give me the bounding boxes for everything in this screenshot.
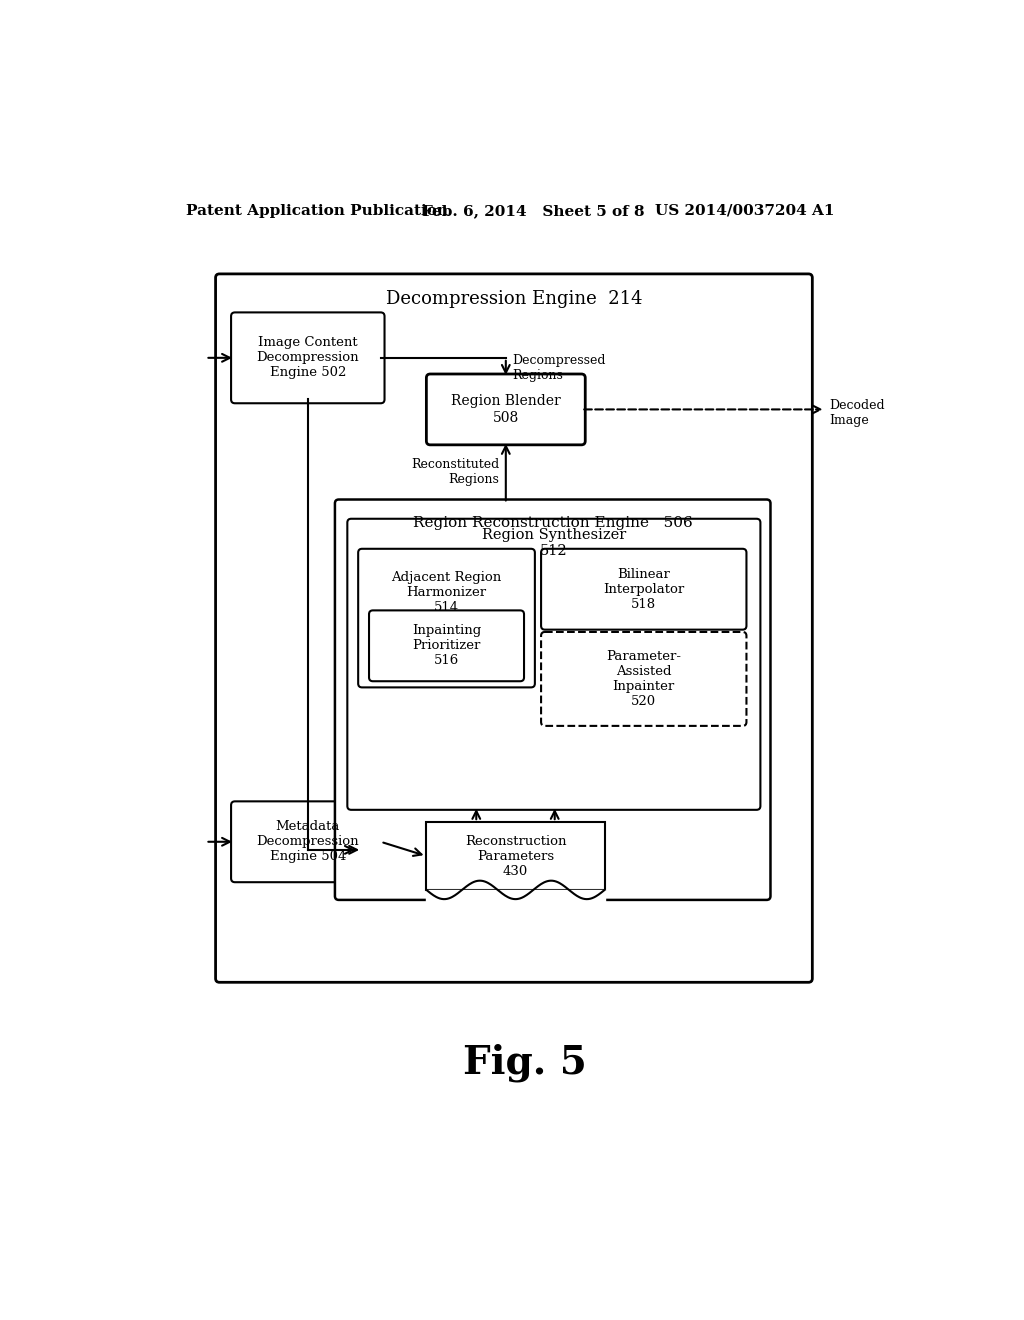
Text: US 2014/0037204 A1: US 2014/0037204 A1	[655, 203, 835, 218]
Text: Reconstituted
Regions: Reconstituted Regions	[412, 458, 500, 486]
Text: Reconstruction
Parameters
430: Reconstruction Parameters 430	[465, 834, 566, 878]
FancyBboxPatch shape	[541, 549, 746, 630]
Text: Patent Application Publication: Patent Application Publication	[186, 203, 449, 218]
FancyBboxPatch shape	[541, 632, 746, 726]
FancyBboxPatch shape	[369, 610, 524, 681]
FancyBboxPatch shape	[231, 801, 385, 882]
Text: Metadata
Decompression
Engine 504: Metadata Decompression Engine 504	[256, 820, 359, 863]
FancyBboxPatch shape	[358, 549, 535, 688]
FancyBboxPatch shape	[347, 519, 761, 810]
FancyBboxPatch shape	[231, 313, 385, 404]
Text: Decompression Engine  214: Decompression Engine 214	[386, 290, 642, 309]
Text: Fig. 5: Fig. 5	[463, 1044, 587, 1082]
FancyBboxPatch shape	[216, 275, 812, 982]
Text: Feb. 6, 2014   Sheet 5 of 8: Feb. 6, 2014 Sheet 5 of 8	[423, 203, 645, 218]
Text: Region Reconstruction Engine   506: Region Reconstruction Engine 506	[413, 516, 692, 531]
FancyBboxPatch shape	[426, 374, 586, 445]
Text: Decoded
Image: Decoded Image	[829, 399, 885, 426]
Text: Inpainting
Prioritizer
516: Inpainting Prioritizer 516	[412, 624, 481, 668]
FancyBboxPatch shape	[335, 499, 770, 900]
Text: Adjacent Region
Harmonizer
514: Adjacent Region Harmonizer 514	[391, 572, 502, 614]
Text: Image Content
Decompression
Engine 502: Image Content Decompression Engine 502	[256, 337, 359, 379]
Text: Bilinear
Interpolator
518: Bilinear Interpolator 518	[603, 568, 684, 611]
Text: Parameter-
Assisted
Inpainter
520: Parameter- Assisted Inpainter 520	[606, 649, 681, 708]
Text: Decompressed
Regions: Decompressed Regions	[512, 354, 605, 381]
Text: Region Synthesizer
512: Region Synthesizer 512	[481, 528, 626, 558]
Text: Region Blender
508: Region Blender 508	[451, 395, 561, 425]
FancyBboxPatch shape	[426, 822, 604, 890]
